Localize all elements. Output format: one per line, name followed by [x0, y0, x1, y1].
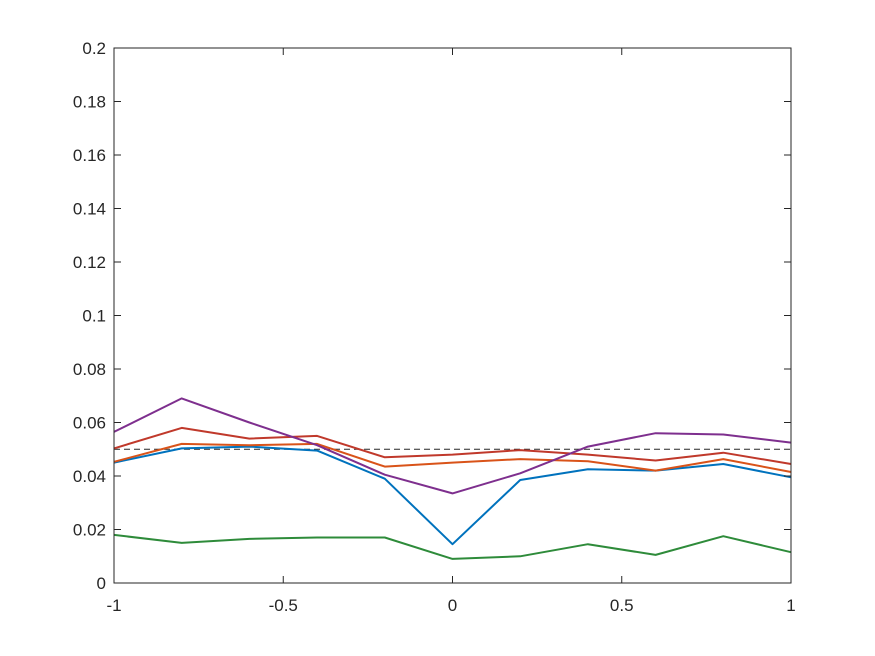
series-line-2 — [113, 442, 792, 473]
y-tick-label: 0.18 — [73, 93, 106, 112]
y-tick-label: 0.08 — [73, 360, 106, 379]
series-line-5 — [113, 533, 792, 560]
x-tick-label: 0.5 — [610, 596, 634, 615]
series-line-4 — [113, 397, 792, 495]
x-tick-label: -1 — [106, 596, 121, 615]
x-axis-ticks: -1 -0.5 0 0.5 1 — [106, 48, 796, 615]
plot-frame — [113, 47, 792, 584]
y-tick-label: 0.1 — [82, 307, 106, 326]
y-tick-label: 0.02 — [73, 521, 106, 540]
x-tick-label: 0 — [448, 596, 457, 615]
series-line-1 — [113, 445, 792, 546]
y-tick-label: 0.2 — [82, 39, 106, 58]
y-axis-ticks: 0 0.02 0.04 0.06 0.08 0.1 0.12 0.14 0.16 0.18 0.2 — [73, 39, 791, 593]
y-tick-label: 0.06 — [73, 414, 106, 433]
y-tick-label: 0 — [97, 574, 106, 593]
x-tick-label: -0.5 — [269, 596, 298, 615]
series-line-3 — [113, 426, 792, 465]
y-tick-label: 0.12 — [73, 253, 106, 272]
y-tick-label: 0.16 — [73, 146, 106, 165]
x-tick-label: 1 — [786, 596, 795, 615]
y-tick-label: 0.04 — [73, 467, 106, 486]
chart-marks — [113, 397, 792, 560]
chart-axes — [113, 47, 792, 584]
y-tick-label: 0.14 — [73, 200, 106, 219]
